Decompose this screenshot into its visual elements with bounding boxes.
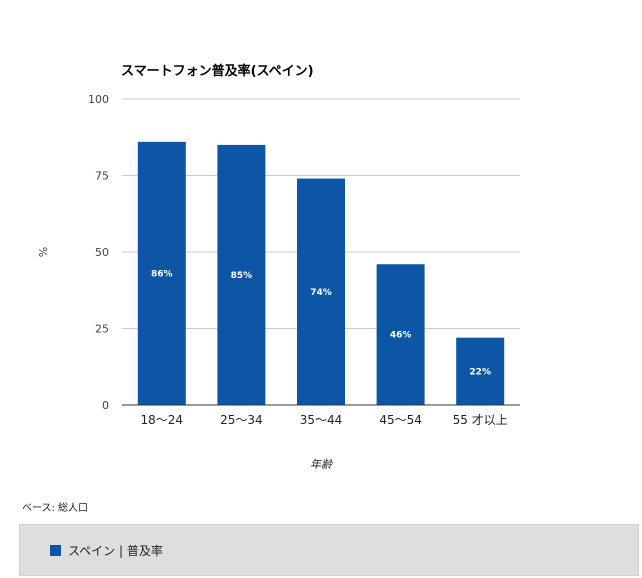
y-tick-label: 100 <box>88 93 109 106</box>
y-tick-label: 0 <box>102 399 109 412</box>
bars: 86% 85% 74% 46% 22% <box>137 141 505 405</box>
chart-title: スマートフォン普及率(スペイン) <box>121 63 314 79</box>
x-tick-label: 35〜44 <box>300 413 343 427</box>
bar-data-label: 46% <box>390 331 412 341</box>
x-tick-labels: 18〜24 25〜34 35〜44 45〜54 55 才以上 <box>141 413 508 427</box>
legend-swatch <box>50 545 61 556</box>
bar-data-label: 22% <box>469 367 491 377</box>
x-axis-title: 年齢 <box>310 458 333 471</box>
base-note: ベース: 総人口 <box>22 503 89 514</box>
legend: スペイン | 普及率 <box>19 524 639 576</box>
bar[interactable] <box>217 144 266 405</box>
y-tick-label: 50 <box>95 246 109 259</box>
x-tick-label: 25〜34 <box>220 413 263 427</box>
x-tick-label: 55 才以上 <box>453 413 508 427</box>
legend-label[interactable]: スペイン | 普及率 <box>68 544 163 558</box>
bar-data-label: 74% <box>310 288 332 298</box>
y-tick-labels: 0 25 50 75 100 <box>88 93 109 412</box>
y-tick-label: 75 <box>95 170 109 183</box>
x-tick-label: 45〜54 <box>379 413 422 427</box>
bar-data-label: 85% <box>231 271 253 281</box>
bar[interactable] <box>456 337 505 405</box>
bar-data-label: 86% <box>151 269 173 279</box>
bar[interactable] <box>297 178 345 405</box>
y-axis-title: % <box>37 247 50 257</box>
bar[interactable] <box>376 264 425 405</box>
x-tick-label: 18〜24 <box>141 413 184 427</box>
y-tick-label: 25 <box>95 323 109 336</box>
chart: スマートフォン普及率(スペイン) 0 25 50 75 100 % 86% 85% 74% 4… <box>37 63 520 471</box>
bar[interactable] <box>137 141 186 405</box>
